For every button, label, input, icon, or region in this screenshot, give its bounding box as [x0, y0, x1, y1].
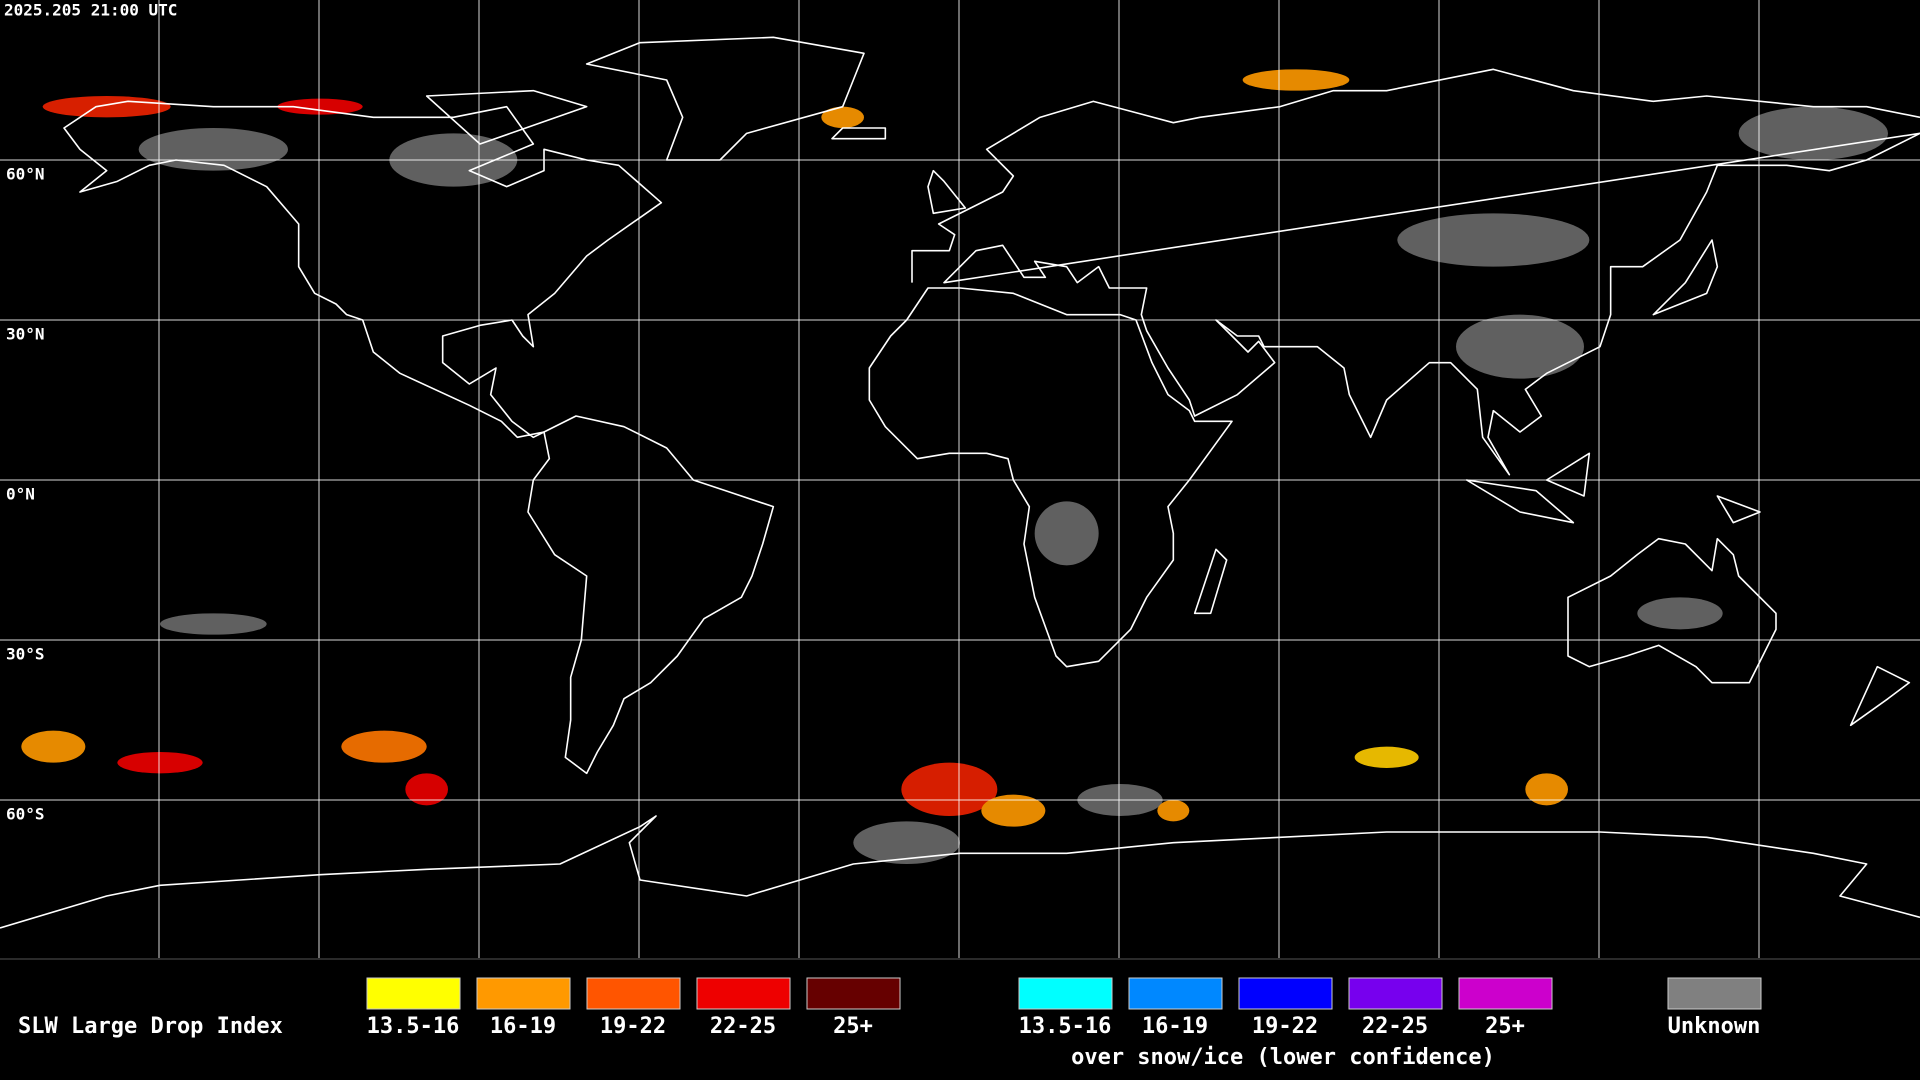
lat-label: 0°N — [6, 485, 35, 504]
legend-caption: over snow/ice (lower confidence) — [1071, 1045, 1495, 1070]
legend-swatch — [1348, 977, 1443, 1010]
legend-swatch-label: Unknown — [1668, 1014, 1761, 1039]
lat-label: 30°S — [6, 645, 45, 664]
legend-swatch-label: 25+ — [1485, 1014, 1525, 1039]
legend-swatch-label: 22-25 — [710, 1014, 776, 1039]
lat-label: 30°N — [6, 325, 45, 344]
legend-swatch-label: 16-19 — [1142, 1014, 1208, 1039]
legend-swatch — [476, 977, 571, 1010]
timestamp: 2025.205 21:00 UTC — [4, 1, 177, 20]
graticule — [0, 0, 1920, 958]
legend-swatch — [586, 977, 681, 1010]
legend-swatch-label: 16-19 — [490, 1014, 556, 1039]
legend-swatch — [1238, 977, 1333, 1010]
legend-swatch-label: 22-25 — [1362, 1014, 1428, 1039]
legend-swatch — [806, 977, 901, 1010]
legend-swatch-label: 25+ — [833, 1014, 873, 1039]
legend-swatch-label: 13.5-16 — [1019, 1014, 1112, 1039]
legend-title: SLW Large Drop Index — [18, 1014, 283, 1039]
lat-label: 60°S — [6, 805, 45, 824]
legend-swatch-label: 19-22 — [600, 1014, 666, 1039]
legend-swatch-label: 13.5-16 — [367, 1014, 460, 1039]
legend-swatch — [1667, 977, 1762, 1010]
legend-swatch — [696, 977, 791, 1010]
legend-swatch — [366, 977, 461, 1010]
coastlines — [0, 37, 1920, 928]
legend-swatch — [1018, 977, 1113, 1010]
cloud-field — [21, 69, 1888, 864]
legend-swatch-label: 19-22 — [1252, 1014, 1318, 1039]
lat-label: 60°N — [6, 165, 45, 184]
legend-swatch — [1128, 977, 1223, 1010]
legend-swatch — [1458, 977, 1553, 1010]
